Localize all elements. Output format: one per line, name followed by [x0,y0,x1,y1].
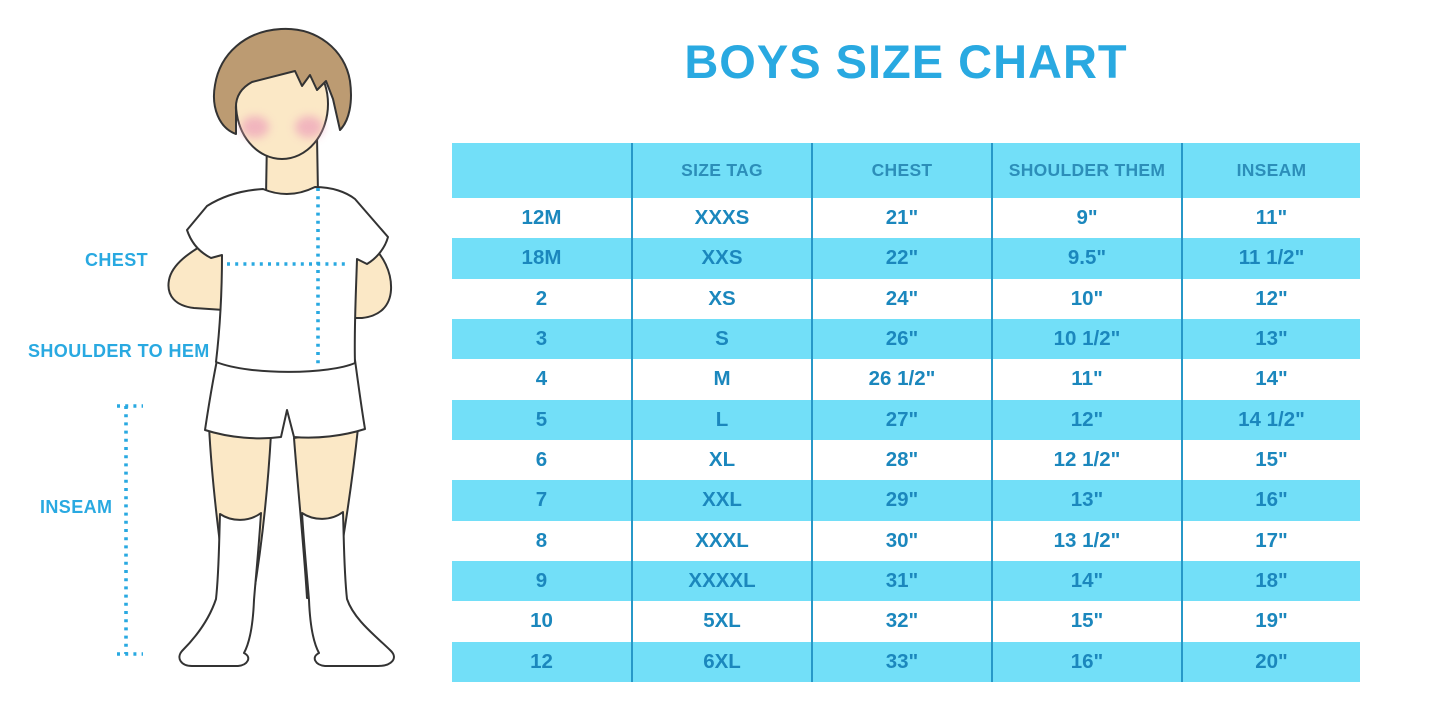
table-cell: 11" [993,359,1183,400]
table-cell: 4 [452,359,633,400]
measurement-guides [117,188,347,656]
table-cell: 31" [813,560,993,602]
table-cell: 26" [813,318,993,360]
shoulder-to-hem-label: SHOULDER TO HEM [28,341,210,361]
table-cell: 2 [452,278,633,319]
boy-illustration [117,27,395,667]
table-cell: 14" [993,560,1183,602]
table-cell: XL [633,439,813,481]
size-table: SIZE TAG CHEST SHOULDER THEM INSEAM 12M XXXS 2… [452,143,1360,682]
table-cell: 16" [1183,480,1360,521]
table-cell: 20" [1183,641,1360,682]
table-cell: 29" [813,480,993,521]
table-cell: M [633,359,813,400]
table-cell: 21" [813,198,993,239]
table-cell: 16" [993,641,1183,682]
inseam-label: INSEAM [40,497,113,517]
table-cell: L [633,399,813,440]
table-cell: 7 [452,480,633,521]
table-cell: XXXS [633,198,813,239]
table-cell: 18" [1183,560,1360,602]
table-cell: 28" [813,439,993,481]
cheeks [241,116,323,138]
table-cell: 5 [452,399,633,440]
table-cell: XS [633,278,813,319]
table-cell: XXXXL [633,560,813,602]
table-cell: 17" [1183,520,1360,561]
table-cell: 10" [993,278,1183,319]
table-cell: 9" [993,198,1183,239]
shorts [204,359,366,440]
table-cell: 9.5" [993,238,1183,279]
table-cell: 12" [993,399,1183,440]
table-cell: XXL [633,480,813,521]
table-cell: 15" [993,601,1183,642]
table-cell: 11" [1183,198,1360,239]
table-cell: XXS [633,238,813,279]
column-header: INSEAM [1183,143,1360,198]
table-cell: 24" [813,278,993,319]
table-cell: XXXL [633,520,813,561]
table-cell: 12" [1183,278,1360,319]
table-cell: 22" [813,238,993,279]
table-cell: 33" [813,641,993,682]
table-cell: 5XL [633,601,813,642]
table-cell: 32" [813,601,993,642]
table-cell: 3 [452,318,633,360]
column-header: SHOULDER THEM [993,143,1183,198]
column-header: CHEST [813,143,993,198]
table-cell: 11 1/2" [1183,238,1360,279]
table-cell: 26 1/2" [813,359,993,400]
table-cell: 12 1/2" [993,439,1183,481]
table-cell: 12 [452,641,633,682]
table-cell: 19" [1183,601,1360,642]
table-cell: 13" [1183,318,1360,360]
table-cell: 18M [452,238,633,279]
table-cell: 8 [452,520,633,561]
table-cell: 30" [813,520,993,561]
table-cell: 14" [1183,359,1360,400]
table-cell: 12M [452,198,633,239]
column-header: SIZE TAG [633,143,813,198]
page-title: BOYS SIZE CHART [684,35,1128,88]
t-shirt [186,186,389,373]
table-cell: 6 [452,439,633,481]
table-cell: 9 [452,560,633,602]
table-cell: 6XL [633,641,813,682]
column-header [452,143,633,198]
table-cell: 14 1/2" [1183,399,1360,440]
table-cell: 13" [993,480,1183,521]
table-cell: 15" [1183,439,1360,481]
table-cell: S [633,318,813,360]
chest-label: CHEST [85,250,149,270]
table-cell: 13 1/2" [993,520,1183,561]
hair [213,27,352,135]
table-cell: 10 [452,601,633,642]
socks [178,511,395,667]
table-cell: 27" [813,399,993,440]
table-cell: 10 1/2" [993,318,1183,360]
